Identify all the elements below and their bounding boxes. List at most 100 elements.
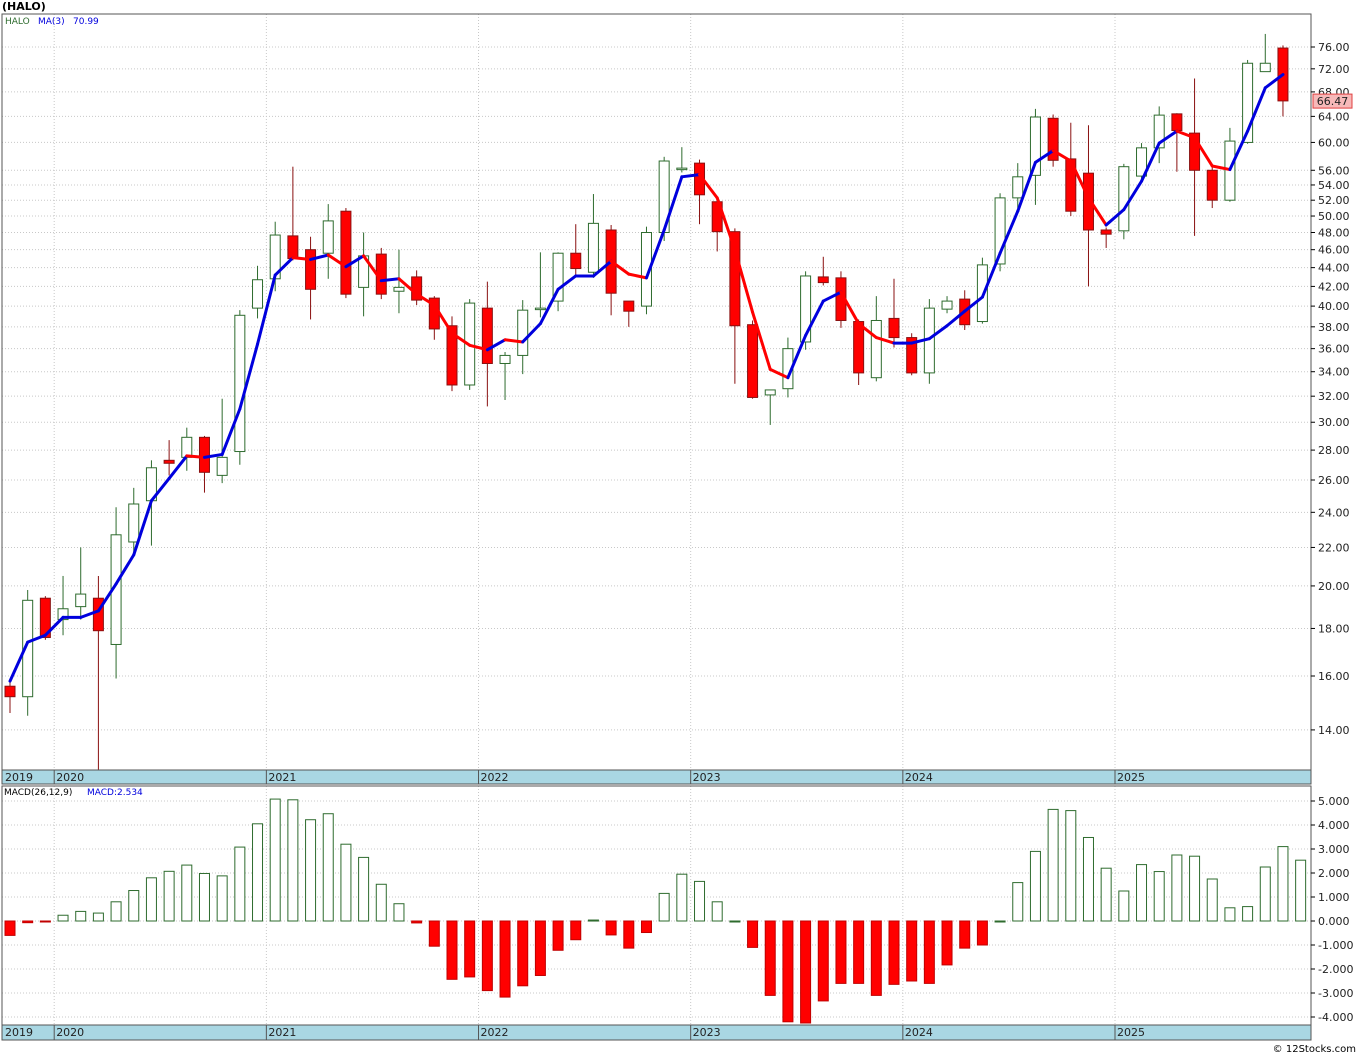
ma-segment <box>662 175 684 232</box>
candle-body-down <box>305 249 317 290</box>
ma-segment <box>698 173 719 200</box>
last-price-badge: 66.47 <box>1312 93 1353 109</box>
price-tick-label: 60.00 <box>1318 136 1350 149</box>
candle-body-down <box>1082 172 1094 231</box>
macd-bar-positive <box>145 877 157 922</box>
candle <box>1012 163 1024 209</box>
candle <box>305 236 317 320</box>
year-label: 2022 <box>481 771 509 784</box>
macd-bar-negative <box>623 920 635 949</box>
candle-body-down <box>1171 113 1183 131</box>
macd-bar-negative <box>923 920 935 984</box>
candle <box>941 296 953 314</box>
candle <box>1082 125 1094 287</box>
ma-segment <box>1140 141 1161 183</box>
macd-bar-negative <box>22 920 34 924</box>
macd-bar-positive <box>375 883 387 922</box>
candle-body-up <box>941 300 953 310</box>
ma-segment <box>291 256 313 261</box>
macd-bar-positive <box>1295 859 1307 922</box>
candle-body-down <box>1206 169 1218 201</box>
year-label: 2020 <box>56 1026 84 1039</box>
ma-segment <box>256 273 277 346</box>
candle-body-up <box>517 309 529 356</box>
ma-segment <box>644 228 666 280</box>
candle <box>128 487 140 555</box>
macd-bar-negative <box>534 920 546 976</box>
macd-bar-positive <box>1065 810 1077 922</box>
ma-segment <box>910 337 931 345</box>
macd-bar-positive <box>287 799 299 922</box>
price-tick-label: 56.00 <box>1318 164 1350 177</box>
macd-value: MACD:2.534 <box>87 788 143 798</box>
macd-bar-positive <box>57 914 69 922</box>
macd-bar-negative <box>800 920 812 1024</box>
candle <box>39 596 51 640</box>
ma-segment <box>1263 73 1285 90</box>
candle-body-up <box>552 252 564 302</box>
ma-segment <box>185 454 206 459</box>
macd-bar-positive <box>694 880 706 922</box>
ma-segment <box>733 248 755 314</box>
macd-bar-negative <box>517 920 529 987</box>
year-label: 2025 <box>1117 1026 1145 1039</box>
ma-segment <box>1016 160 1037 213</box>
candle-body-up <box>676 167 688 171</box>
ma-segment <box>468 343 489 352</box>
macd-tick-label: 3.000 <box>1318 843 1350 856</box>
macd-tick-label: 5.000 <box>1318 795 1350 808</box>
ma-segment <box>715 196 737 252</box>
macd-tick-label: -1.000 <box>1318 939 1353 952</box>
ma-segment <box>326 253 348 269</box>
ma-segment <box>485 338 507 352</box>
ma-segment <box>79 609 100 619</box>
macd-tick-label: 4.000 <box>1318 819 1350 832</box>
ma-segment <box>132 499 153 557</box>
candle <box>4 678 16 713</box>
candle-body-down <box>198 436 210 473</box>
ma-segment <box>1175 129 1197 140</box>
year-label: 2024 <box>905 771 933 784</box>
ma-segment <box>1069 159 1090 200</box>
candle-body-down <box>853 321 865 374</box>
price-tick-label: 46.00 <box>1318 244 1350 257</box>
macd-tick-label: -4.000 <box>1318 1011 1353 1024</box>
candle-body-down <box>623 300 635 312</box>
macd-bar-negative <box>888 920 900 985</box>
year-label: 2019 <box>5 771 33 784</box>
ma-segment <box>998 209 1020 255</box>
price-tick-label: 16.00 <box>1318 670 1350 683</box>
year-label: 2023 <box>693 771 721 784</box>
macd-bar-negative <box>959 920 971 949</box>
ma-segment <box>538 287 560 326</box>
candle <box>1206 166 1218 209</box>
ma-segment <box>768 367 790 380</box>
ma-segment <box>1122 179 1144 212</box>
candle <box>1029 108 1041 205</box>
candle-body-up <box>1118 166 1130 232</box>
ma-segment <box>149 476 171 503</box>
candle-body-down <box>446 325 458 386</box>
candle-body-up <box>994 197 1006 265</box>
ma-segment <box>945 309 967 328</box>
macd-bar-negative <box>976 920 988 946</box>
ma-segment <box>238 342 260 411</box>
macd-bar-positive <box>163 870 175 922</box>
price-tick-label: 18.00 <box>1318 622 1350 635</box>
candle <box>340 208 352 299</box>
macd-bar-positive <box>587 919 599 922</box>
ma-segment <box>167 454 189 480</box>
price-tick-label: 26.00 <box>1318 474 1350 487</box>
candle <box>570 224 582 277</box>
price-tick-label: 42.00 <box>1318 280 1350 293</box>
ma-value: 70.99 <box>73 17 99 27</box>
macd-bar-negative <box>747 920 759 948</box>
price-tick-label: 50.00 <box>1318 210 1350 223</box>
ma-segment <box>963 295 984 313</box>
candle <box>1100 227 1112 248</box>
macd-axis: -4.000 -3.000 -2.000 -1.000 0.000 1.000 2.000 3… <box>1311 795 1353 1024</box>
candle <box>216 398 228 484</box>
macd-bar-positive <box>92 912 104 922</box>
macd-bar-positive <box>729 920 741 923</box>
ma-segment <box>96 582 118 613</box>
